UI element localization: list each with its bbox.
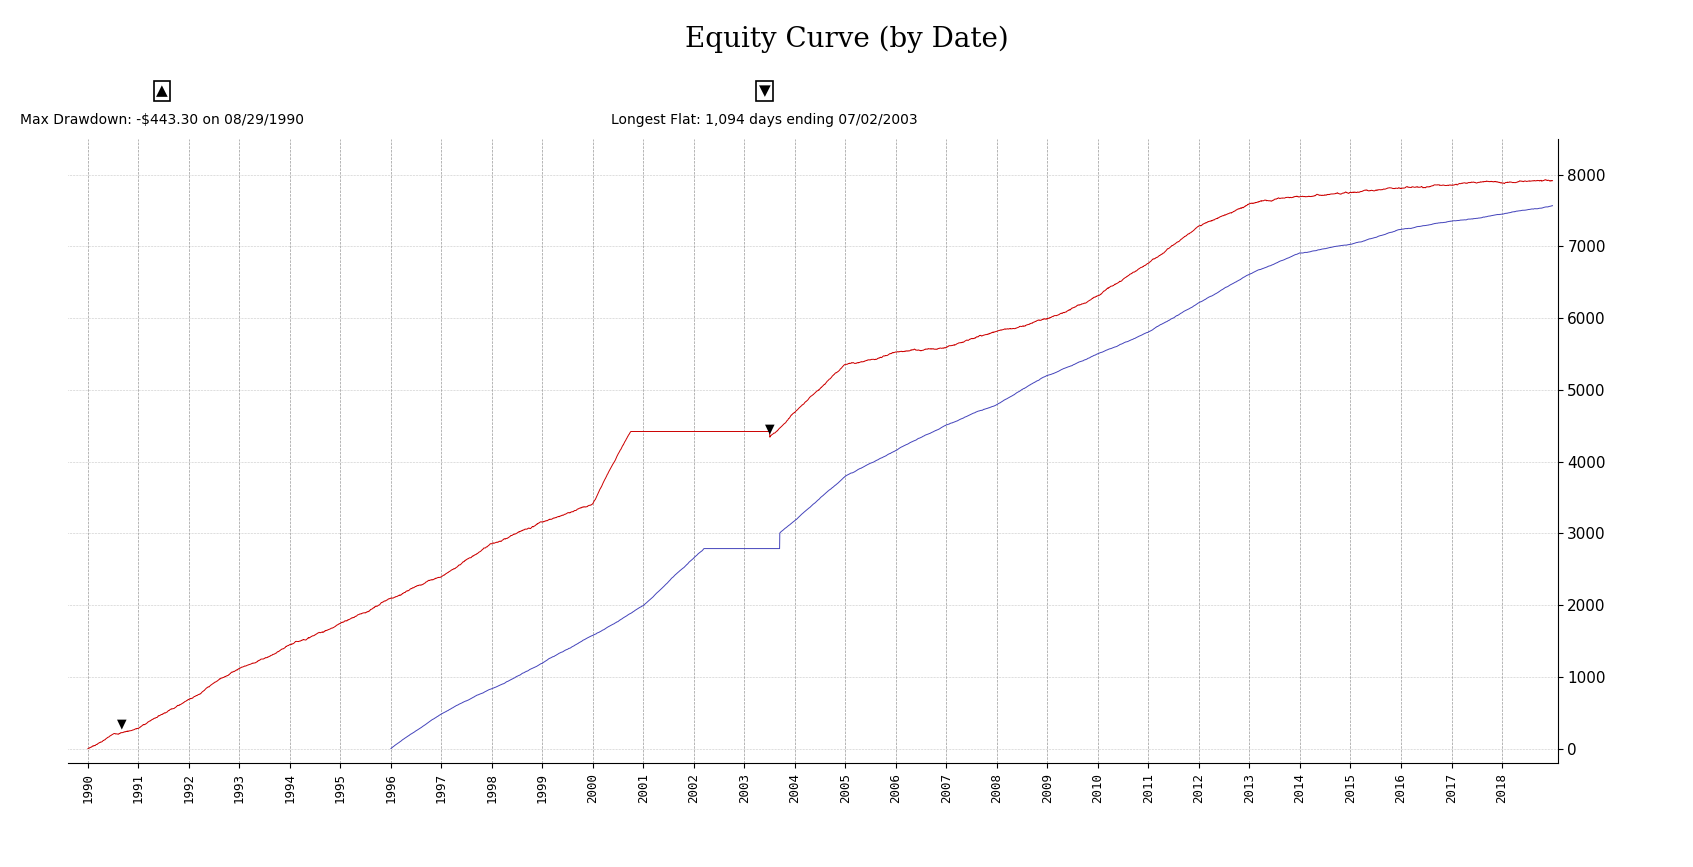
Text: Equity Curve (by Date): Equity Curve (by Date) [684,26,1009,54]
Text: Longest Flat: 1,094 days ending 07/02/2003: Longest Flat: 1,094 days ending 07/02/20… [611,113,918,127]
Text: ▲: ▲ [156,83,168,99]
Text: ▼: ▼ [117,718,127,731]
Text: ▼: ▼ [765,422,774,435]
Text: Max Drawdown: -$443.30 on 08/29/1990: Max Drawdown: -$443.30 on 08/29/1990 [20,113,305,127]
Text: ▼: ▼ [758,83,770,99]
